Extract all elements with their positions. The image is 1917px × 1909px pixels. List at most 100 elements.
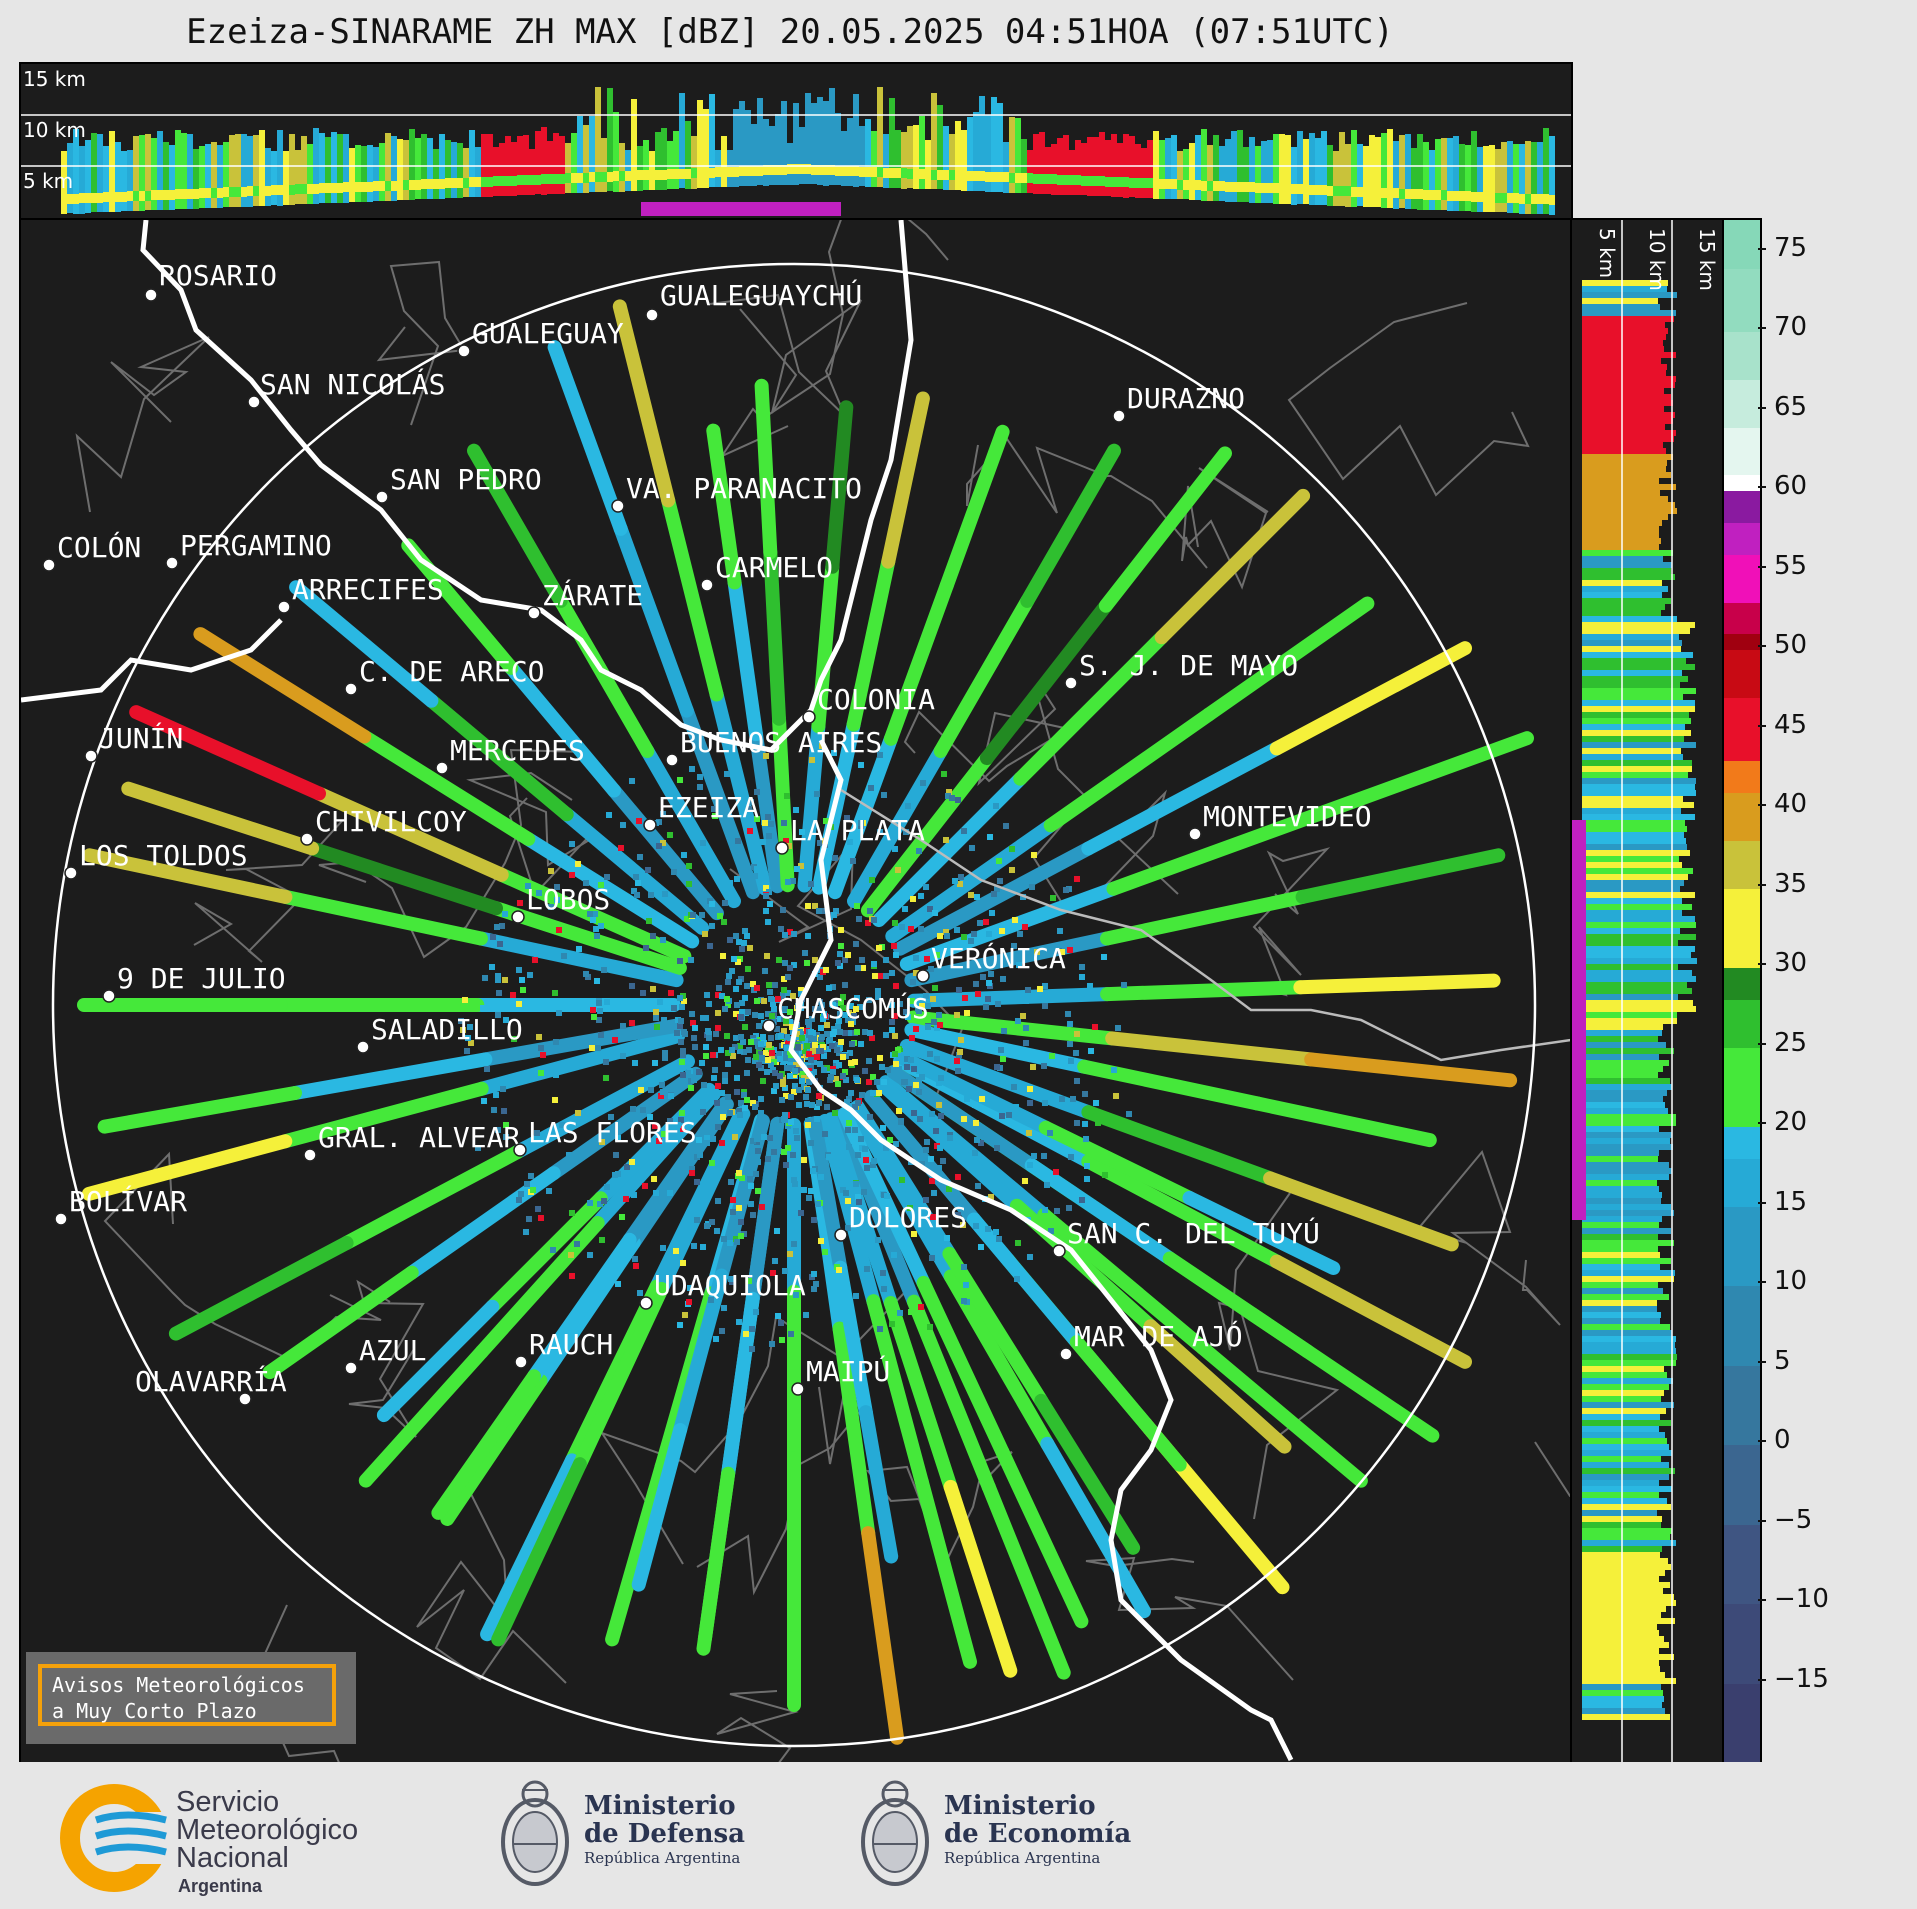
city-dot[interactable] bbox=[238, 1392, 252, 1406]
city-dot[interactable] bbox=[344, 682, 358, 696]
city-marker[interactable]: ROSARIO bbox=[144, 259, 277, 302]
city-marker[interactable]: VA. PARANACITO bbox=[611, 472, 862, 513]
city-dot[interactable] bbox=[42, 558, 56, 572]
city-dot[interactable] bbox=[802, 710, 816, 724]
colorbar-tick-label: 75 bbox=[1757, 233, 1807, 263]
city-marker[interactable]: LOBOS bbox=[511, 883, 610, 924]
city-marker[interactable]: CARMELO bbox=[700, 551, 833, 592]
city-marker[interactable]: COLÓN bbox=[42, 530, 141, 572]
clutter-pixel bbox=[729, 1047, 735, 1053]
city-marker[interactable]: MAIPÚ bbox=[791, 1354, 890, 1396]
city-dot[interactable] bbox=[645, 308, 659, 322]
reflectivity-ray-segment bbox=[1037, 1208, 1210, 1355]
radar-map-panel[interactable]: ROSARIO GUALEGUAYCHÚ GUALEGUAY SAN NICOLÁS D… bbox=[19, 218, 1573, 1764]
city-marker[interactable]: BOLÍVAR bbox=[54, 1184, 187, 1226]
reflectivity-ray-segment bbox=[521, 832, 700, 949]
city-marker[interactable]: DURAZNO bbox=[1112, 382, 1245, 423]
city-dot[interactable] bbox=[300, 832, 314, 846]
city-dot[interactable] bbox=[791, 1382, 805, 1396]
city-dot[interactable] bbox=[457, 344, 471, 358]
profile-column bbox=[991, 172, 997, 182]
smn-name-2: Meteorológico bbox=[176, 1814, 359, 1846]
city-dot[interactable] bbox=[1188, 827, 1202, 841]
city-dot[interactable] bbox=[639, 1296, 653, 1310]
city-dot[interactable] bbox=[762, 1019, 776, 1033]
city-dot[interactable] bbox=[303, 1148, 317, 1162]
clutter-pixel bbox=[727, 880, 733, 886]
city-marker[interactable]: COLONIA bbox=[802, 683, 935, 724]
city-dot[interactable] bbox=[344, 1361, 358, 1375]
aviso-badge[interactable]: Avisos Meteorológicos a Muy Corto Plazo bbox=[26, 1652, 356, 1744]
city-marker[interactable]: MERCEDES bbox=[435, 734, 585, 775]
city-dot[interactable] bbox=[700, 578, 714, 592]
city-marker[interactable]: DOLORES bbox=[834, 1201, 967, 1242]
city-label: SAN PEDRO bbox=[390, 463, 542, 496]
profile-column bbox=[1495, 193, 1501, 203]
city-dot[interactable] bbox=[527, 606, 541, 620]
clutter-pixel bbox=[689, 1166, 695, 1172]
city-marker[interactable]: RAUCH bbox=[514, 1328, 613, 1369]
city-dot[interactable] bbox=[916, 969, 930, 983]
radar-map-svg[interactable]: ROSARIO GUALEGUAYCHÚ GUALEGUAY SAN NICOLÁS D… bbox=[21, 220, 1571, 1762]
aviso-box[interactable]: Avisos Meteorológicos a Muy Corto Plazo bbox=[38, 1664, 336, 1726]
city-dot[interactable] bbox=[247, 395, 261, 409]
city-dot[interactable] bbox=[514, 1355, 528, 1369]
city-marker[interactable]: CHASCOMÚS bbox=[762, 991, 929, 1033]
city-dot[interactable] bbox=[165, 556, 179, 570]
city-marker[interactable]: LAS FLORES bbox=[513, 1116, 697, 1157]
city-marker[interactable]: CHIVILCOY bbox=[300, 805, 467, 846]
city-marker[interactable]: EZEIZA bbox=[643, 791, 759, 832]
city-marker[interactable]: LA PLATA bbox=[775, 814, 925, 855]
city-marker[interactable]: SAN C. DEL TUYÚ bbox=[1052, 1216, 1320, 1258]
city-dot[interactable] bbox=[665, 753, 679, 767]
city-dot[interactable] bbox=[375, 490, 389, 504]
city-marker[interactable]: LOS TOLDOS bbox=[64, 839, 248, 880]
profile-column bbox=[1363, 187, 1369, 197]
clutter-pixel bbox=[880, 1111, 886, 1117]
city-marker[interactable]: GUALEGUAY bbox=[457, 317, 624, 358]
city-marker[interactable]: GRAL. ALVEAR bbox=[303, 1121, 520, 1162]
city-marker[interactable]: SALADILLO bbox=[356, 1013, 523, 1054]
city-dot[interactable] bbox=[1112, 409, 1126, 423]
city-marker[interactable]: OLAVARRÍA bbox=[135, 1364, 287, 1406]
city-dot[interactable] bbox=[144, 288, 158, 302]
city-dot[interactable] bbox=[834, 1228, 848, 1242]
city-marker[interactable]: SAN NICOLÁS bbox=[247, 367, 445, 409]
city-dot[interactable] bbox=[1052, 1244, 1066, 1258]
city-dot[interactable] bbox=[64, 866, 78, 880]
city-dot[interactable] bbox=[277, 600, 291, 614]
city-dot[interactable] bbox=[775, 841, 789, 855]
city-dot[interactable] bbox=[54, 1212, 68, 1226]
city-marker[interactable]: MAR DE AJÓ bbox=[1059, 1319, 1243, 1361]
city-dot[interactable] bbox=[643, 818, 657, 832]
reflectivity-ray-segment bbox=[504, 660, 621, 798]
clutter-pixel bbox=[494, 924, 500, 930]
city-marker[interactable]: MONTEVIDEO bbox=[1188, 800, 1372, 841]
city-dot[interactable] bbox=[356, 1040, 370, 1054]
city-marker[interactable]: S. J. DE MAYO bbox=[1064, 649, 1298, 690]
city-dot[interactable] bbox=[435, 761, 449, 775]
city-marker[interactable]: BUENOS AIRES bbox=[665, 726, 882, 767]
clutter-pixel bbox=[635, 880, 641, 886]
city-marker[interactable]: GUALEGUAYCHÚ bbox=[645, 278, 862, 322]
colorbar-tick-label: 30 bbox=[1757, 948, 1807, 978]
city-dot[interactable] bbox=[84, 749, 98, 763]
city-dot[interactable] bbox=[611, 499, 625, 513]
city-dot[interactable] bbox=[513, 1143, 527, 1157]
city-dot[interactable] bbox=[1059, 1347, 1073, 1361]
city-dot[interactable] bbox=[511, 910, 525, 924]
city-marker[interactable]: UDAQUIOLA bbox=[639, 1269, 806, 1310]
city-marker[interactable]: VERÓNICA bbox=[916, 941, 1066, 983]
city-marker[interactable]: C. DE ARECO bbox=[344, 655, 544, 696]
clutter-pixel bbox=[811, 1271, 817, 1277]
clutter-pixel bbox=[1041, 1153, 1047, 1159]
city-marker[interactable]: SAN PEDRO bbox=[375, 463, 542, 504]
city-marker[interactable]: ZÁRATE bbox=[527, 578, 643, 620]
city-marker[interactable]: AZUL bbox=[344, 1334, 426, 1375]
city-dot[interactable] bbox=[1064, 676, 1078, 690]
city-marker[interactable]: JUNÍN bbox=[84, 721, 183, 763]
city-marker[interactable]: 9 DE JULIO bbox=[102, 962, 286, 1003]
city-marker[interactable]: PERGAMINO bbox=[165, 529, 332, 570]
city-dot[interactable] bbox=[102, 989, 116, 1003]
city-marker[interactable]: ARRECIFES bbox=[277, 573, 444, 614]
